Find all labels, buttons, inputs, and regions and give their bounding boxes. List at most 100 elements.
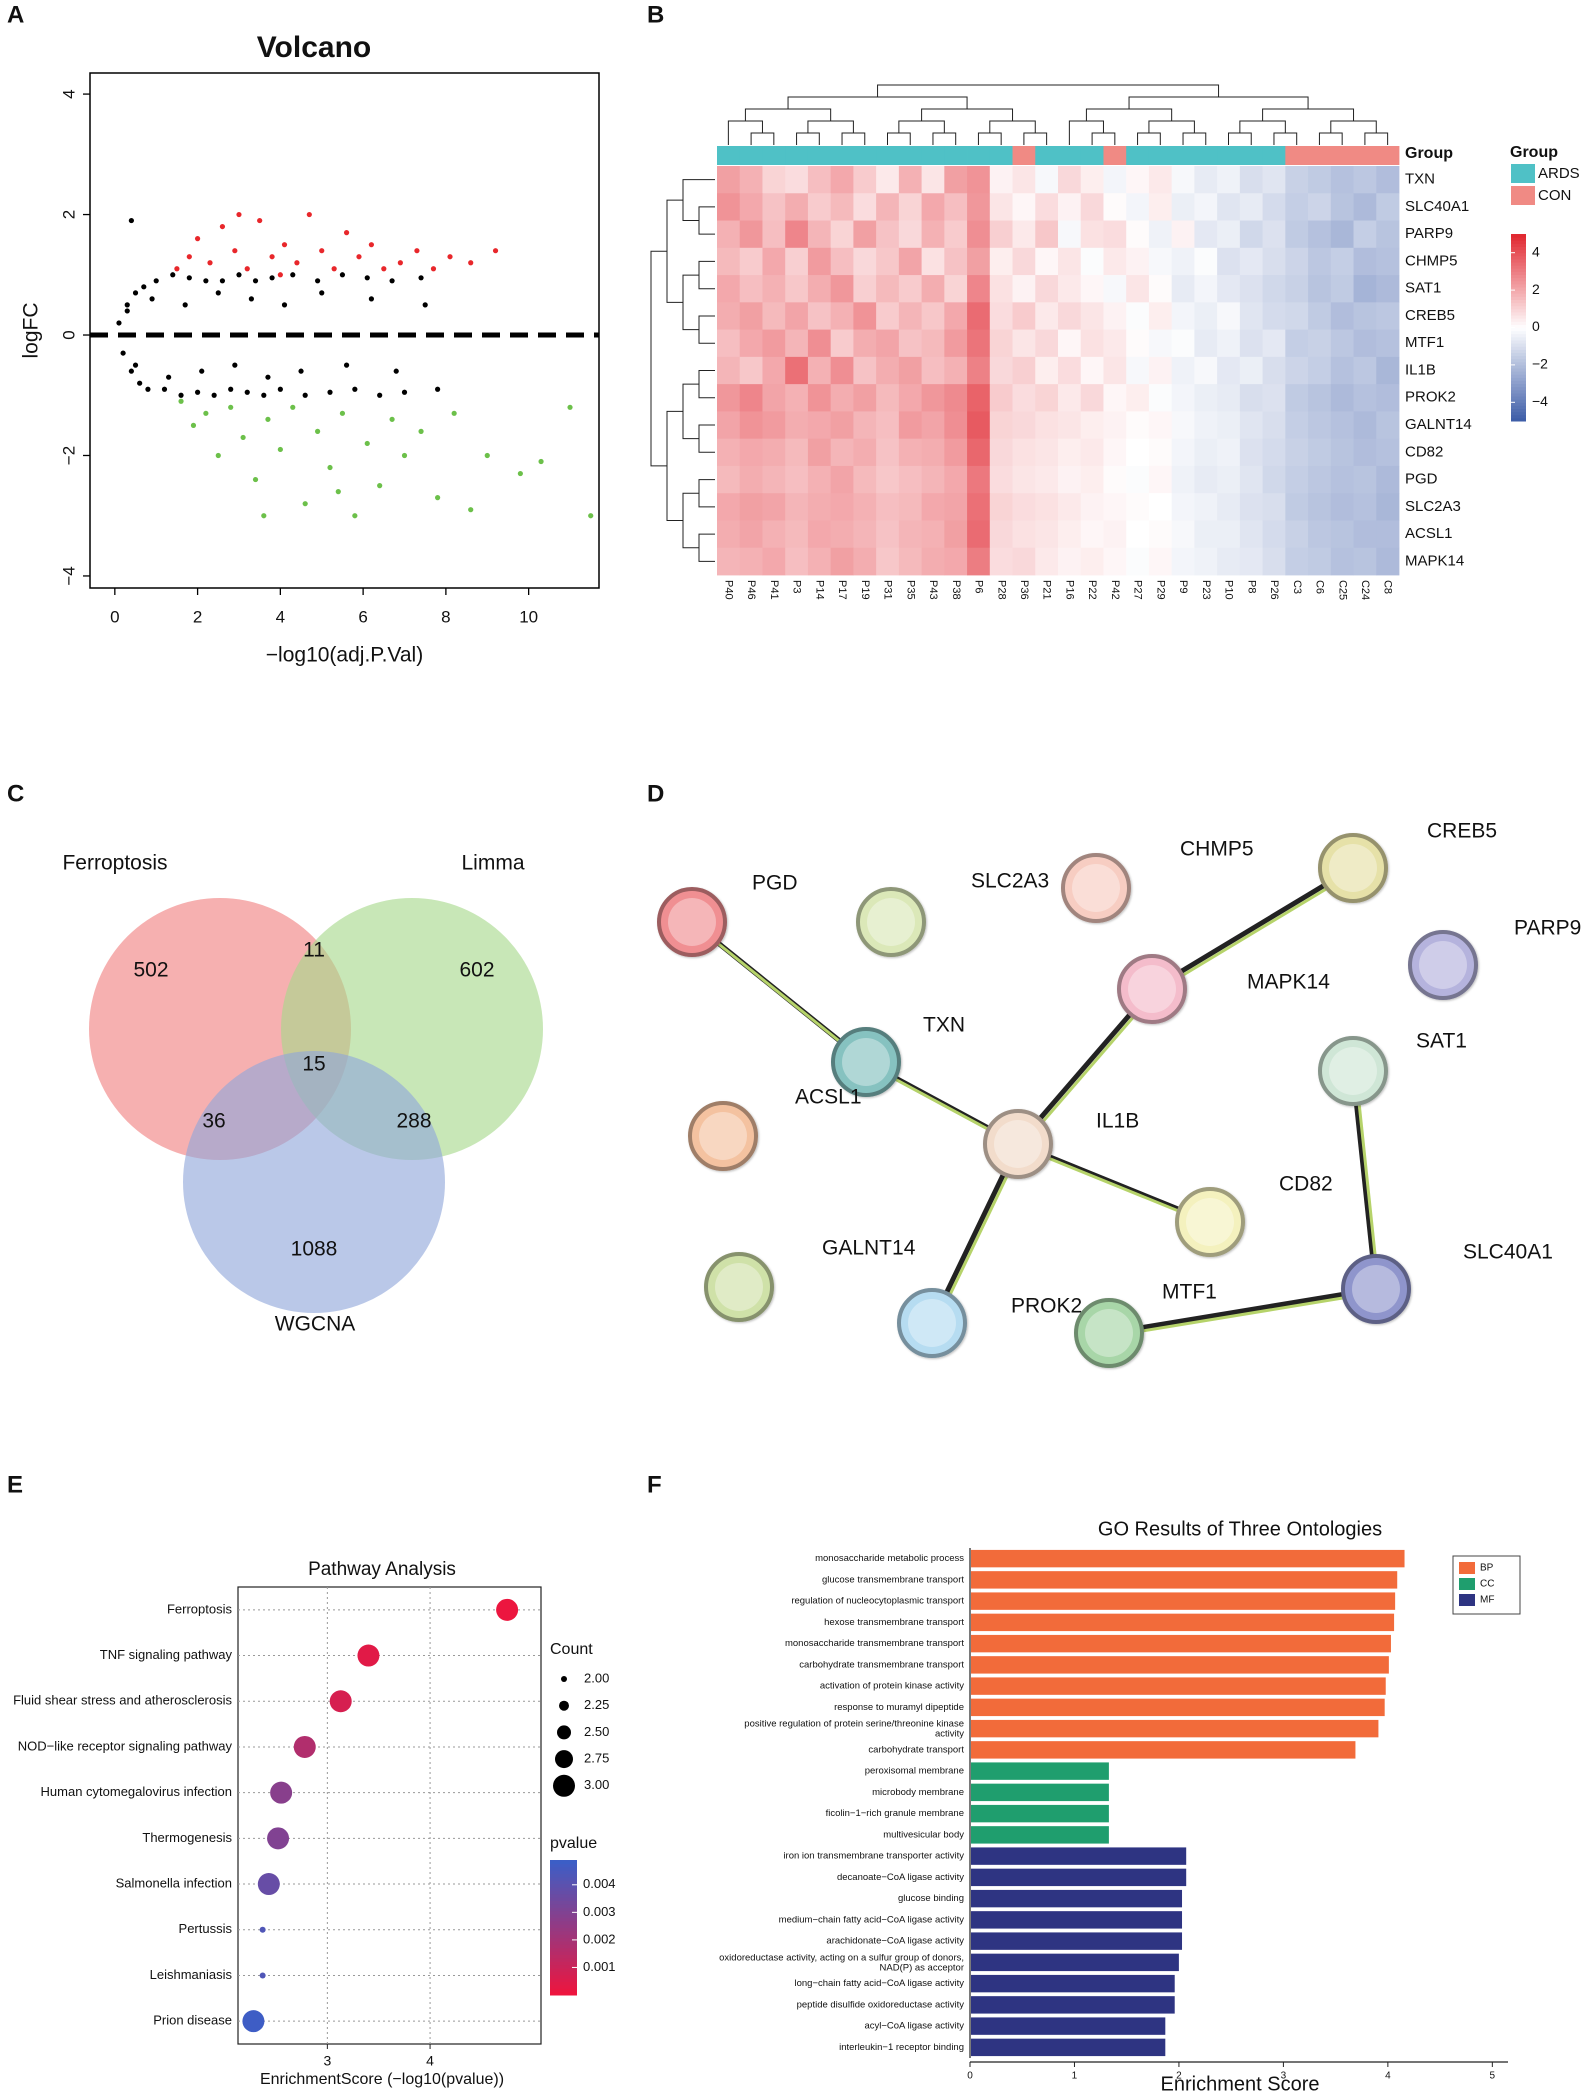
heat-cell (1058, 384, 1082, 412)
node-label: TXN (923, 1014, 965, 1037)
color-legend-title: pvalue (550, 1835, 597, 1852)
bar (971, 1698, 1385, 1717)
heat-cell (1376, 166, 1400, 194)
bar (971, 1783, 1109, 1802)
heat-cell (1103, 193, 1127, 221)
x-axis-label: −log10(adj.P.Val) (266, 644, 423, 667)
heat-cell (830, 411, 854, 440)
heat-cell (1194, 384, 1218, 412)
colorbar-step (1511, 286, 1526, 291)
point (401, 389, 408, 395)
colorbar-step (1511, 308, 1526, 313)
heat-cell (1035, 329, 1059, 358)
colorbar-step (550, 1897, 577, 1901)
group-cell (1148, 146, 1173, 165)
point (149, 296, 155, 302)
point (211, 392, 217, 398)
dendrogram (698, 479, 715, 508)
heat-cell (1035, 356, 1059, 385)
colorbar-step (1511, 389, 1526, 394)
chart-title: Pathway Analysis (308, 1559, 456, 1580)
group-cell (830, 146, 854, 165)
point (232, 362, 238, 368)
row-label: PGD (1405, 471, 1438, 488)
heat-cell (1171, 411, 1195, 440)
y-axis-label: logFC (20, 302, 43, 358)
colorbar-step (550, 1930, 577, 1935)
point (232, 248, 238, 254)
heat-cell (1012, 384, 1036, 412)
point (265, 374, 271, 380)
node-label: CD82 (1279, 1173, 1333, 1196)
colorbar-step (550, 1968, 577, 1972)
heat-cell (944, 465, 968, 494)
colorbar-step (1511, 246, 1526, 251)
heat-cell (1239, 438, 1263, 467)
heat-cell (807, 275, 832, 303)
point (116, 320, 122, 326)
heat-cell (1239, 411, 1263, 440)
dendrogram (698, 533, 715, 562)
point (393, 368, 399, 374)
heat-cell (1171, 166, 1195, 194)
y-tick-label: 4 (59, 89, 78, 98)
colorbar-step (550, 1870, 577, 1874)
y-tick-label: Ferroptosis (167, 1601, 233, 1616)
colorbar-step (550, 1934, 577, 1939)
heat-cell (739, 384, 763, 412)
point (124, 308, 130, 314)
heat-cell (1330, 329, 1354, 358)
dendrogram (1364, 132, 1389, 145)
colorbar-step (1511, 399, 1526, 403)
dendrogram (921, 108, 1014, 121)
dendrogram (977, 132, 1002, 145)
point (484, 452, 490, 459)
heat-cell (1194, 356, 1218, 385)
point (252, 476, 259, 483)
heat-cell (785, 493, 809, 521)
point (248, 296, 254, 302)
heat-cell (1285, 384, 1309, 412)
point (343, 362, 350, 368)
colorbar-step (1511, 402, 1526, 406)
group-cell (762, 146, 786, 165)
point (339, 272, 346, 278)
heat-cell (967, 166, 991, 194)
bar (971, 2017, 1166, 2035)
legend-title: Group (1510, 144, 1558, 161)
colorbar-label: −4 (1532, 393, 1548, 409)
point (161, 386, 168, 392)
group-cell (1217, 146, 1241, 165)
heat-cell (1148, 384, 1173, 412)
point (178, 398, 184, 404)
group-cell (967, 146, 991, 165)
heat-cell (1012, 547, 1036, 576)
point (517, 470, 523, 477)
colorbar-step (1511, 283, 1526, 288)
heat-cell (876, 465, 900, 494)
heat-cell (898, 193, 922, 221)
heat-cell (1353, 329, 1377, 358)
dendrogram (1148, 120, 1195, 133)
heat-cell (717, 384, 741, 412)
heat-cell (1285, 520, 1309, 549)
heat-cell (717, 493, 741, 521)
heat-cell (876, 329, 900, 358)
heat-cell (1080, 520, 1104, 549)
y-tick-label: Human cytomegalovirus infection (41, 1784, 232, 1799)
colorbar-label: 0 (1532, 318, 1540, 334)
y-tick-label: response to muramyl dipeptide (834, 1702, 964, 1713)
point (186, 275, 192, 281)
node (657, 887, 727, 957)
heat-cell (717, 465, 741, 494)
row-label: MTF1 (1405, 334, 1444, 351)
heat-cell (762, 411, 786, 440)
heat-cell (1012, 465, 1036, 494)
dendrogram (666, 199, 683, 303)
heat-cell (1262, 329, 1286, 358)
column-label: P22 (1086, 580, 1098, 600)
node-inner (842, 1038, 890, 1086)
bar (971, 1762, 1109, 1780)
group-cell (717, 146, 741, 165)
